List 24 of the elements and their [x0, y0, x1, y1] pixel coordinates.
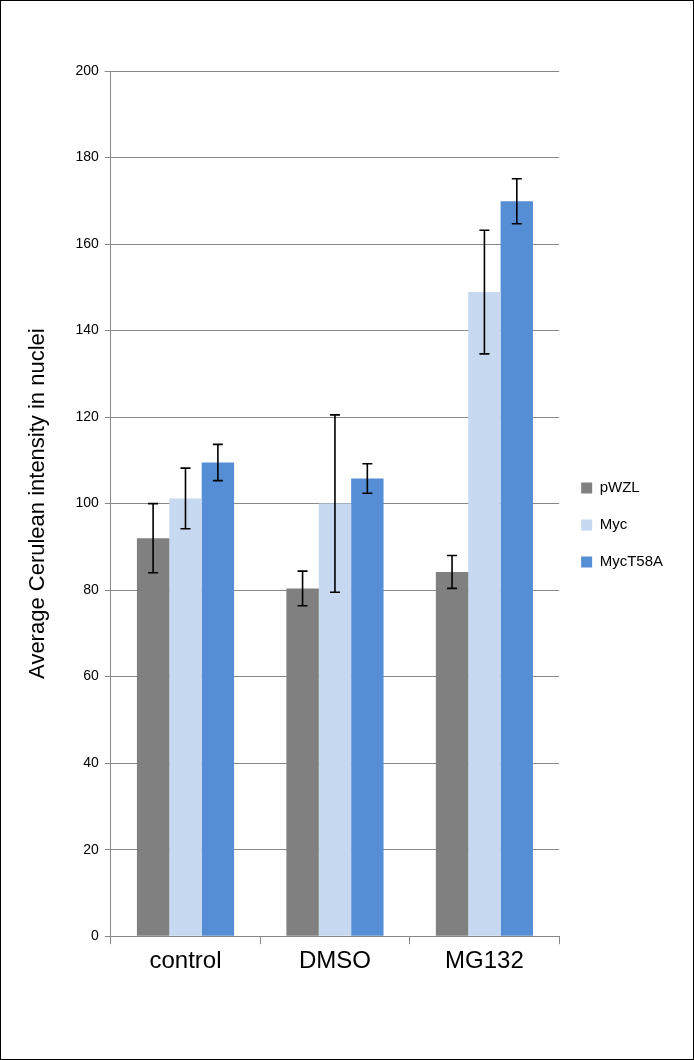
legend-label: MycT58A [599, 552, 664, 570]
y-tick-label: 120 [75, 407, 99, 424]
bar [318, 503, 352, 936]
y-tick-label: 60 [83, 667, 99, 684]
y-tick-label: 40 [83, 754, 99, 771]
y-tick-label: 160 [75, 234, 99, 251]
bar [351, 478, 384, 936]
x-tick-label: MG132 [445, 946, 524, 974]
legend-label: pWZL [599, 478, 640, 496]
bar [468, 292, 501, 936]
y-tick-label: 140 [75, 321, 99, 338]
y-tick-label: 20 [83, 840, 99, 857]
y-tick-label: 80 [83, 580, 99, 597]
x-tick-label: DMSO [298, 946, 371, 974]
y-tick-label: 180 [75, 148, 99, 165]
bar [201, 462, 235, 936]
y-tick-label: 200 [75, 61, 99, 78]
y-tick-label: 100 [75, 494, 99, 511]
legend-label: Myc [599, 515, 628, 533]
bar [169, 498, 202, 936]
bar [500, 201, 533, 936]
y-axis-title: Average Cerulean intensity in nuclei [24, 328, 50, 679]
y-tick-label: 0 [90, 927, 99, 944]
x-tick-label: control [149, 946, 222, 974]
